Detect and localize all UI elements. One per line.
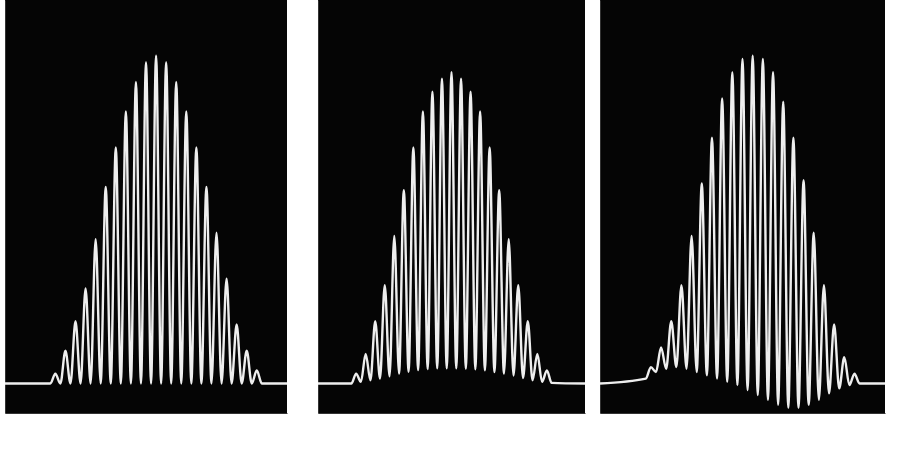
y-axis: [5, 1, 6, 414]
scope-panel: [600, 0, 886, 414]
screen-background: [5, 0, 287, 413]
figure: [0, 0, 897, 457]
waveform: [318, 72, 585, 383]
plot-area: [5, 56, 287, 384]
axis-line: [319, 413, 586, 414]
x-axis: [6, 413, 288, 414]
waveform: [600, 56, 885, 408]
axis-line: [6, 413, 288, 414]
axis-line: [601, 413, 886, 414]
x-axis: [319, 413, 586, 414]
screen-background: [318, 0, 585, 413]
scope-panel: [318, 0, 586, 414]
page-background: [0, 0, 897, 457]
axis-line: [5, 1, 6, 414]
y-axis: [318, 1, 319, 414]
plot-area: [318, 72, 585, 383]
plot-area: [600, 56, 885, 408]
axis-line: [318, 1, 319, 414]
scope-panel: [5, 0, 288, 414]
y-axis: [600, 1, 601, 414]
x-axis: [601, 413, 886, 414]
axis-line: [600, 1, 601, 414]
waveform: [5, 56, 287, 384]
screen-background: [600, 0, 885, 413]
